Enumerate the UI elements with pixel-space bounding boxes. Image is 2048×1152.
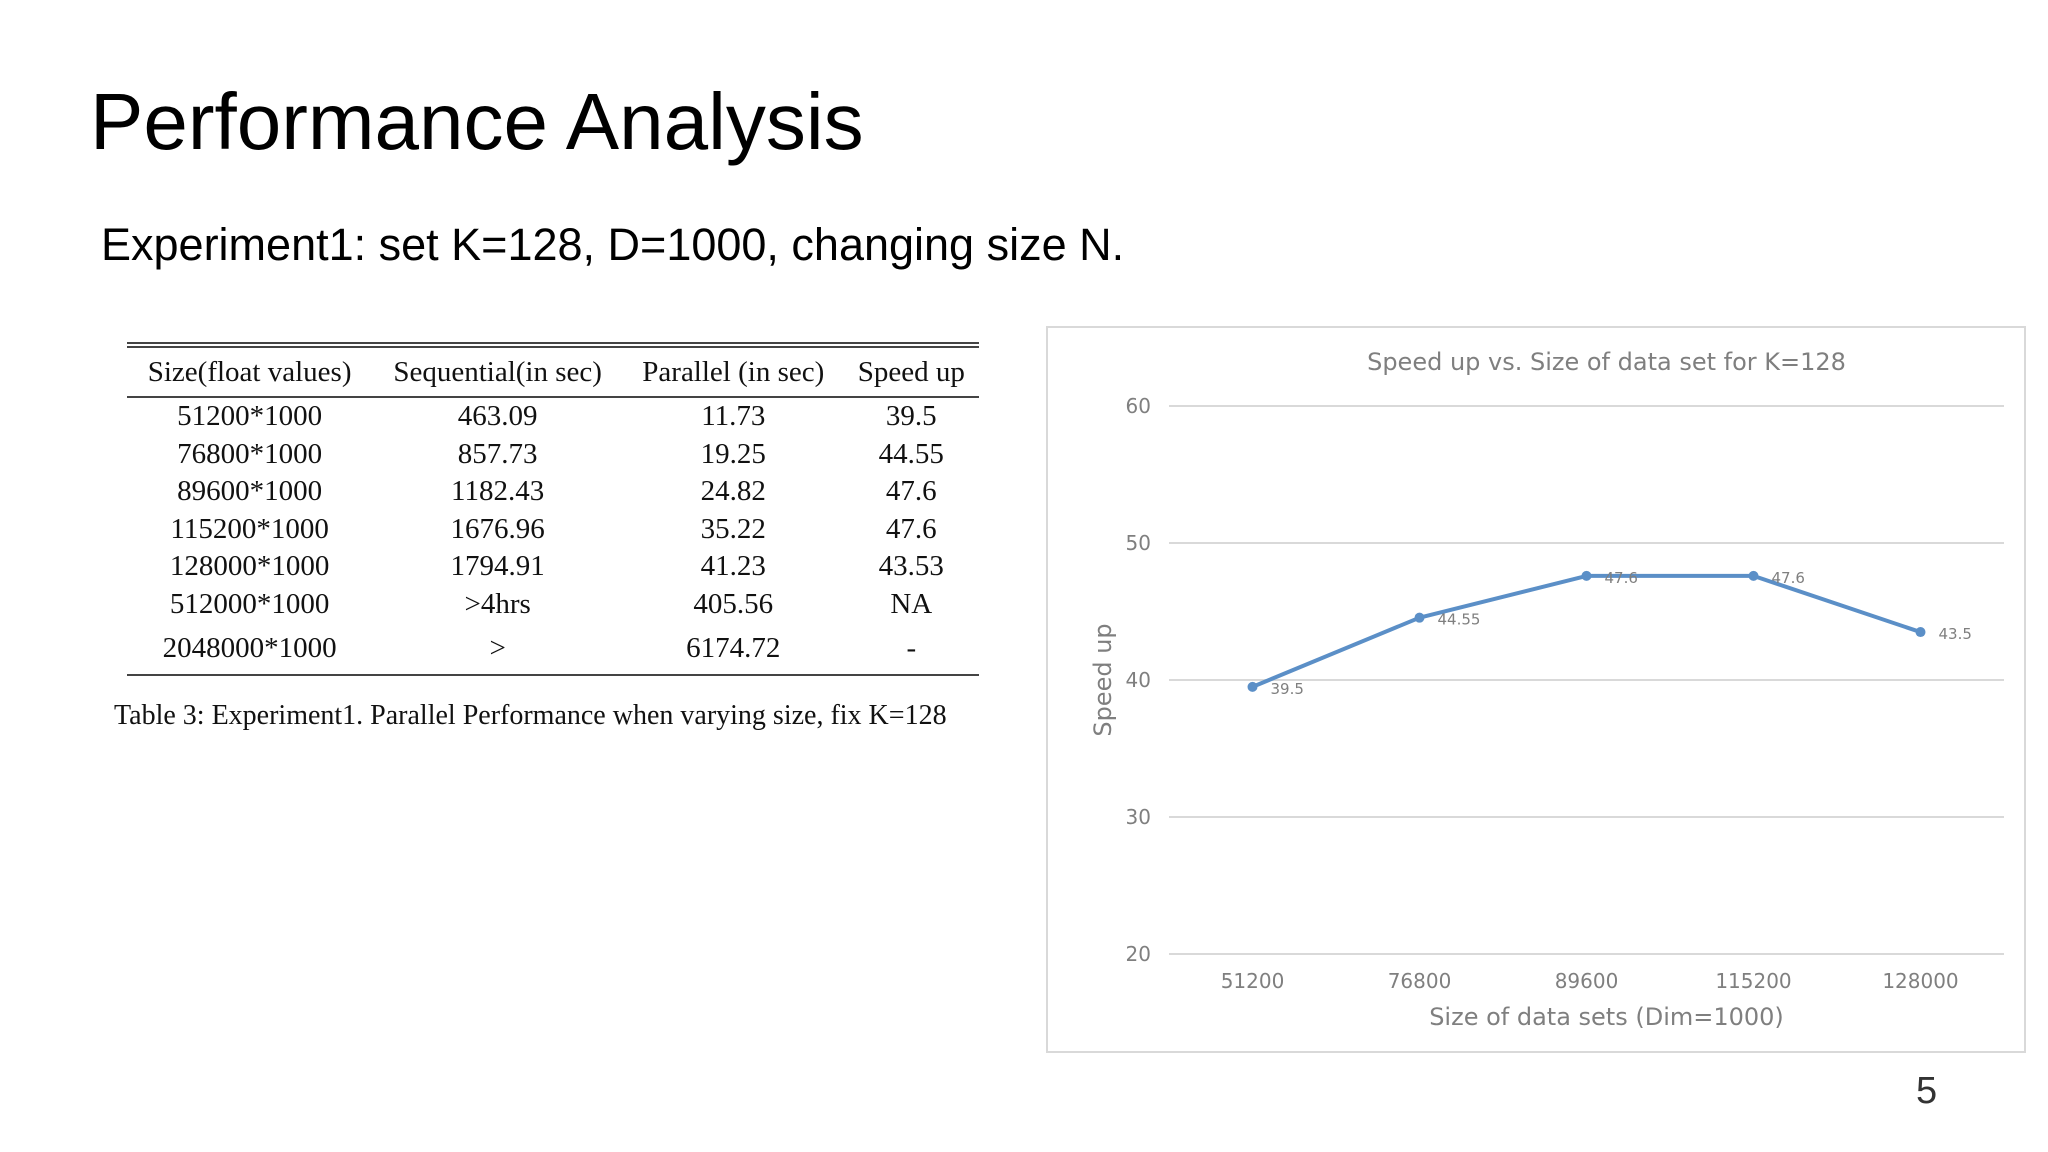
cell-speedup: 43.53 xyxy=(878,550,944,583)
cell-speedup: 44.55 xyxy=(878,437,944,470)
results-table: Size(float values) Sequential(in sec) Pa… xyxy=(127,342,979,676)
x-axis-title: Size of data sets (Dim=1000) xyxy=(1429,1003,1784,1031)
data-label: 44.55 xyxy=(1438,611,1481,629)
cell-parallel: 405.56 xyxy=(693,587,774,620)
cell-sequential: > xyxy=(489,632,506,664)
cell-speedup: 39.5 xyxy=(885,400,937,433)
cell-sequential: 463.09 xyxy=(457,400,538,433)
data-point xyxy=(1915,627,1926,638)
table-row: 512000*1000 >4hrs 405.56 NA xyxy=(127,586,979,624)
cell-parallel: 11.73 xyxy=(701,400,766,433)
column-header-parallel: Parallel (in sec) xyxy=(623,345,844,398)
cell-size: 512000*1000 xyxy=(169,587,330,620)
data-label: 47.6 xyxy=(1605,569,1638,587)
data-label: 47.6 xyxy=(1772,569,1805,587)
cell-parallel: 35.22 xyxy=(700,512,766,545)
data-label: 39.5 xyxy=(1271,680,1304,698)
cell-size: 76800*1000 xyxy=(177,437,323,470)
cell-sequential: 1182.43 xyxy=(451,475,545,508)
x-tick-label: 51200 xyxy=(1221,969,1285,993)
table-row: 89600*1000 1182.43 24.82 47.6 xyxy=(127,473,979,511)
speedup-chart: Speed up vs. Size of data set for K=128 2… xyxy=(1046,326,2026,1053)
slide-title: Performance Analysis xyxy=(90,77,864,166)
cell-size: 115200*1000 xyxy=(170,512,329,545)
column-header-speedup: Speed up xyxy=(843,345,979,398)
table-figure: Size(float values) Sequential(in sec) Pa… xyxy=(112,336,1012,746)
cell-parallel: 24.82 xyxy=(700,475,766,508)
table-row: 2048000*1000 > 6174.72 - xyxy=(127,623,979,675)
x-tick-label: 128000 xyxy=(1882,969,1958,993)
table-row: 128000*1000 1794.91 41.23 43.53 xyxy=(127,548,979,586)
x-tick-label: 89600 xyxy=(1555,969,1619,993)
data-point xyxy=(1247,681,1258,692)
cell-speedup: 47.6 xyxy=(885,512,937,545)
cell-parallel: 41.23 xyxy=(700,550,766,583)
y-tick-label: 40 xyxy=(1126,668,1151,692)
slide-subtitle: Experiment1: set K=128, D=1000, changing… xyxy=(101,219,1125,270)
data-point xyxy=(1581,570,1592,581)
slide-number: 5 xyxy=(1916,1070,1938,1112)
chart-title: Speed up vs. Size of data set for K=128 xyxy=(1367,348,1846,376)
cell-size: 128000*1000 xyxy=(169,550,330,583)
cell-sequential: 857.73 xyxy=(457,437,538,470)
x-tick-label: 76800 xyxy=(1388,969,1452,993)
cell-size: 51200*1000 xyxy=(177,400,323,433)
y-tick-label: 50 xyxy=(1126,531,1151,555)
x-tick-label: 115200 xyxy=(1715,969,1791,993)
cell-parallel: 6174.72 xyxy=(686,632,781,664)
data-point xyxy=(1748,570,1759,581)
table-row: 115200*1000 1676.96 35.22 47.6 xyxy=(127,511,979,549)
table-row: 76800*1000 857.73 19.25 44.55 xyxy=(127,436,979,474)
column-header-size: Size(float values) xyxy=(127,345,373,398)
cell-size: 2048000*1000 xyxy=(162,632,337,664)
y-tick-label: 20 xyxy=(1126,942,1151,966)
column-header-sequential: Sequential(in sec) xyxy=(372,345,624,398)
cell-sequential: 1794.91 xyxy=(450,550,545,583)
table-header-row: Size(float values) Sequential(in sec) Pa… xyxy=(127,345,979,398)
cell-sequential: 1676.96 xyxy=(450,512,545,545)
y-axis-title: Speed up xyxy=(1089,623,1117,736)
cell-speedup: - xyxy=(906,632,917,664)
cell-speedup: NA xyxy=(890,587,933,620)
data-point xyxy=(1414,612,1425,623)
y-tick-label: 60 xyxy=(1126,394,1151,418)
table-caption: Table 3: Experiment1. Parallel Performan… xyxy=(114,700,947,731)
table-row: 51200*1000 463.09 11.73 39.5 xyxy=(127,397,979,436)
y-tick-label: 30 xyxy=(1126,805,1151,829)
cell-speedup: 47.6 xyxy=(885,475,937,508)
cell-sequential: >4hrs xyxy=(464,587,531,620)
cell-parallel: 19.25 xyxy=(700,437,766,470)
cell-size: 89600*1000 xyxy=(177,475,323,508)
data-label: 43.5 xyxy=(1939,625,1972,643)
series-line xyxy=(1251,573,1922,689)
chart-canvas: Speed up vs. Size of data set for K=128 2… xyxy=(1089,348,2004,1031)
